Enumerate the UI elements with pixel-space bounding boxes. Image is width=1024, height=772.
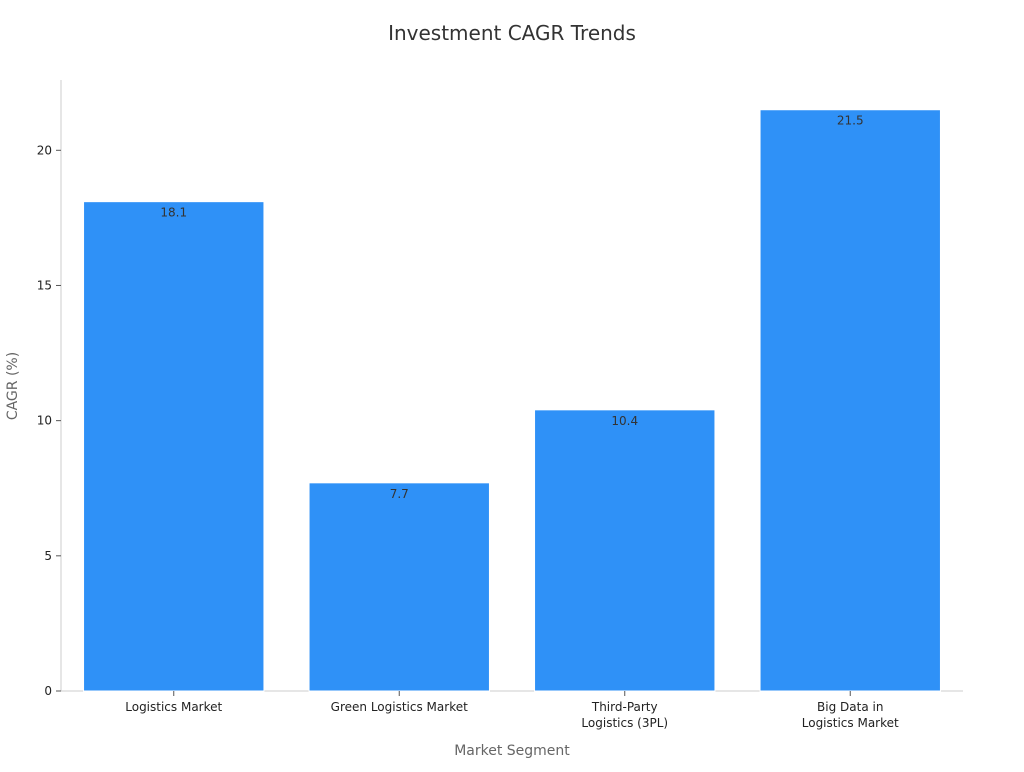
x-tick-label: Logistics Market xyxy=(125,700,222,714)
bar xyxy=(534,409,716,692)
bar xyxy=(759,109,941,692)
x-axis-title: Market Segment xyxy=(454,743,570,759)
y-tick-label: 15 xyxy=(37,278,52,292)
bar-value-label: 10.4 xyxy=(611,414,638,428)
x-tick-label: Third-Party xyxy=(591,700,658,714)
bar xyxy=(308,482,490,692)
y-tick-label: 10 xyxy=(37,414,52,428)
bar-value-label: 21.5 xyxy=(837,114,864,128)
x-tick-label: Big Data in xyxy=(817,700,883,714)
y-tick-label: 20 xyxy=(37,143,52,157)
x-tick-label: Logistics (3PL) xyxy=(581,716,668,730)
y-tick-label: 5 xyxy=(44,549,52,563)
bar xyxy=(83,201,265,692)
y-tick-label: 0 xyxy=(44,684,52,698)
x-tick-label: Green Logistics Market xyxy=(331,700,468,714)
x-tick-label: Logistics Market xyxy=(802,716,899,730)
plot-area: 0 5 10 15 20 18.1 Logistics Market 7.7 Green Log… xyxy=(37,80,963,730)
bar-value-label: 18.1 xyxy=(160,206,187,220)
chart-title: Investment CAGR Trends xyxy=(388,21,636,45)
y-axis-title: CAGR (%) xyxy=(5,352,21,420)
bar-value-label: 7.7 xyxy=(390,487,409,501)
